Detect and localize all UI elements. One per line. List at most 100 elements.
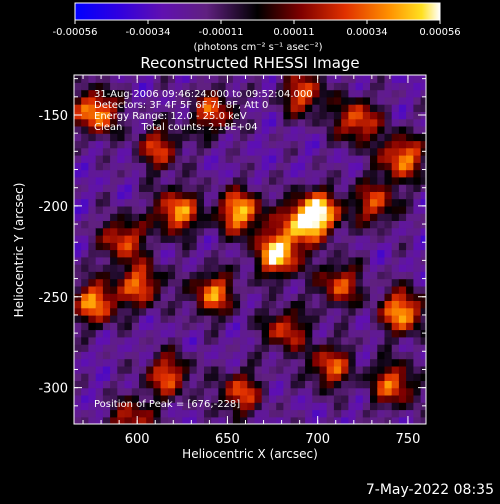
heatmap-cell [211, 329, 219, 338]
heatmap-cell [312, 256, 321, 265]
heatmap-cell [117, 358, 126, 367]
heatmap-cell [254, 104, 263, 112]
heatmap-cell [175, 96, 183, 105]
heatmap-cell [370, 227, 378, 236]
heatmap-cell [88, 336, 97, 345]
heatmap-cell [247, 336, 256, 345]
heatmap-cell [218, 264, 227, 272]
heatmap-cell [153, 358, 162, 367]
heatmap-cell [167, 314, 176, 323]
heatmap-cell [290, 213, 299, 221]
heatmap-cell [167, 118, 176, 127]
heatmap-cell [117, 329, 126, 338]
heatmap-cell [319, 82, 328, 91]
heatmap-cell [139, 358, 147, 367]
heatmap-cell [189, 249, 198, 258]
heatmap-cell [341, 373, 349, 381]
heatmap-cell [370, 111, 378, 120]
heatmap-cell [167, 147, 176, 156]
heatmap-cell [355, 249, 364, 258]
heatmap-cell [182, 344, 191, 352]
heatmap-cell [146, 387, 154, 396]
heatmap-cell [110, 162, 118, 171]
heatmap-cell [167, 75, 176, 83]
heatmap-cell [160, 169, 169, 178]
heatmap-cell [124, 373, 133, 381]
heatmap-cell [189, 242, 198, 251]
heatmap-cell [348, 344, 357, 352]
heatmap-cell [384, 162, 393, 171]
heatmap-cell [160, 358, 169, 367]
heatmap-cell [420, 191, 426, 200]
heatmap-cell [124, 416, 133, 424]
heatmap-cell [312, 322, 321, 331]
heatmap-cell [146, 373, 154, 381]
heatmap-cell [377, 227, 386, 236]
heatmap-cell [341, 387, 349, 396]
heatmap-cell [175, 336, 183, 345]
heatmap-cell [81, 96, 89, 105]
heatmap-cell [240, 307, 248, 316]
heatmap-cell [131, 242, 140, 251]
heatmap-cell [384, 293, 393, 301]
heatmap-cell [348, 133, 357, 142]
heatmap-cell [153, 409, 162, 418]
heatmap-cell [391, 118, 400, 127]
heatmap-cell [247, 140, 256, 149]
heatmap-cell [124, 387, 133, 396]
heatmap-cell [333, 329, 342, 338]
heatmap-cell [312, 373, 321, 381]
heatmap-cell [102, 155, 111, 163]
heatmap-cell [117, 336, 126, 345]
heatmap-cell [305, 242, 313, 251]
heatmap-cell [74, 351, 82, 360]
heatmap-cell [261, 227, 270, 236]
heatmap-cell [153, 256, 162, 265]
heatmap-cell [398, 380, 407, 389]
heatmap-cell [240, 227, 248, 236]
heatmap-cell [81, 249, 89, 258]
heatmap-cell [153, 191, 162, 200]
heatmap-cell [225, 191, 234, 200]
heatmap-cell [160, 387, 169, 396]
heatmap-cell [95, 205, 104, 214]
heatmap-cell [370, 220, 378, 229]
heatmap-cell [276, 278, 284, 287]
heatmap-cell [269, 242, 277, 251]
heatmap-cell [420, 118, 426, 127]
heatmap-cell [269, 416, 277, 424]
annotation-time-range: 31-Aug-2006 09:46:24.000 to 09:52:04.000 [94, 89, 313, 100]
heatmap-cell [348, 314, 357, 323]
heatmap-cell [139, 394, 147, 403]
heatmap-cell [276, 394, 284, 403]
heatmap-cell [305, 176, 313, 185]
heatmap-cell [124, 169, 133, 178]
heatmap-cell [290, 322, 299, 331]
heatmap-cell [341, 322, 349, 331]
heatmap-cell [290, 235, 299, 243]
heatmap-cell [377, 140, 386, 149]
heatmap-cell [370, 416, 378, 424]
heatmap-cell [117, 155, 126, 163]
heatmap-cell [283, 133, 292, 142]
heatmap-cell [232, 278, 241, 287]
heatmap-cell [232, 205, 241, 214]
heatmap-cell [398, 82, 407, 91]
heatmap-cell [406, 82, 414, 91]
heatmap-cell [283, 213, 292, 221]
heatmap-cell [117, 242, 126, 251]
heatmap-cell [312, 162, 321, 171]
heatmap-cell [124, 147, 133, 156]
heatmap-cell [232, 409, 241, 418]
heatmap-cell [341, 184, 349, 192]
heatmap-cell [160, 409, 169, 418]
heatmap-cell [211, 133, 219, 142]
heatmap-cell [247, 169, 256, 178]
heatmap-cell [182, 322, 191, 331]
heatmap-cell [81, 75, 89, 83]
heatmap-cell [319, 256, 328, 265]
heatmap-cell [189, 118, 198, 127]
heatmap-cell [225, 155, 234, 163]
heatmap-cell [240, 155, 248, 163]
heatmap-cell [211, 271, 219, 280]
